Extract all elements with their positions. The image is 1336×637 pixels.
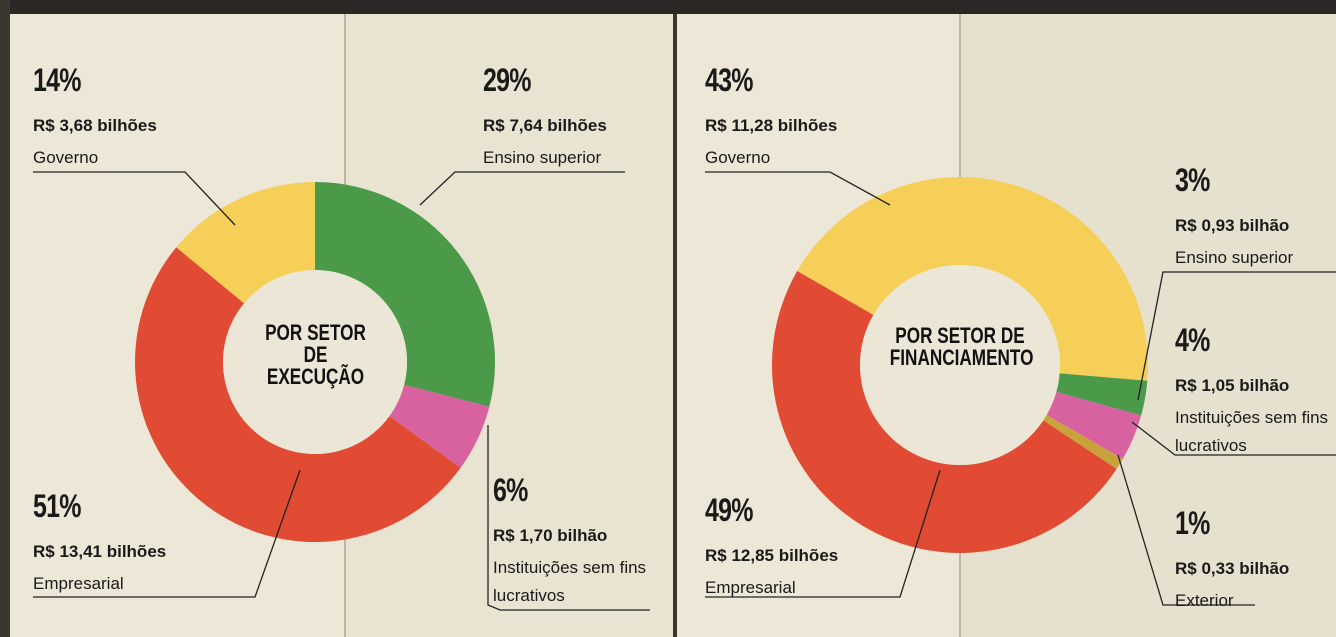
amount-label: R$ 3,68 bilhões (33, 116, 157, 135)
donut-slice (1046, 391, 1142, 459)
category-label: Exterior (1175, 591, 1234, 610)
percent-label: 6% (493, 472, 528, 508)
donut-hole (860, 265, 1060, 465)
percent-label: 51% (33, 488, 81, 524)
category-label: Ensino superior (483, 148, 602, 167)
amount-label: R$ 0,33 bilhão (1175, 559, 1290, 578)
donut-slice (1056, 373, 1148, 416)
percent-label: 43% (705, 62, 753, 98)
percent-label: 1% (1175, 505, 1210, 541)
donut-hole (223, 270, 407, 454)
amount-label: R$ 12,85 bilhões (705, 546, 839, 565)
donut-slice (134, 247, 461, 543)
top-strip (0, 0, 1336, 14)
amount-label: R$ 11,28 bilhões (705, 116, 838, 135)
category-label: Instituições sem fins lucrativos (1175, 408, 1329, 455)
leader-line (1137, 271, 1336, 401)
chart-title: POR SETOR DE FINANCIAMENTO (889, 323, 1034, 370)
leader-line (1131, 421, 1336, 456)
leader-line (1117, 454, 1255, 606)
leader-line (705, 469, 941, 598)
leader-line (487, 425, 650, 611)
category-label: Empresarial (705, 578, 796, 597)
category-label: Governo (33, 148, 99, 167)
leader-line (419, 171, 625, 206)
donut-slice (1043, 415, 1123, 470)
category-label: Ensino superior (1175, 248, 1294, 267)
percent-label: 4% (1175, 322, 1210, 358)
category-label: Instituições sem fins lucrativos (493, 558, 647, 605)
donut-slice (176, 182, 315, 304)
leader-line (705, 171, 891, 206)
percent-label: 29% (483, 62, 531, 98)
leader-line (33, 171, 236, 226)
donut-slice (797, 177, 1148, 381)
percent-label: 49% (705, 492, 753, 528)
left-edge (0, 0, 10, 637)
donut-slice (771, 271, 1117, 554)
amount-label: R$ 1,70 bilhão (493, 526, 608, 545)
category-label: Empresarial (33, 574, 124, 593)
percent-label: 3% (1175, 162, 1210, 198)
amount-label: R$ 1,05 bilhão (1175, 376, 1290, 395)
percent-label: 14% (33, 62, 81, 98)
amount-label: R$ 7,64 bilhões (483, 116, 607, 135)
amount-label: R$ 0,93 bilhão (1175, 216, 1290, 235)
donut-slice (315, 182, 495, 407)
donut-slice (389, 384, 490, 468)
chart-title: POR SETOR DE EXECUÇÃO (265, 320, 366, 389)
amount-label: R$ 13,41 bilhões (33, 542, 167, 561)
category-label: Governo (705, 148, 771, 167)
leader-line (33, 469, 301, 598)
